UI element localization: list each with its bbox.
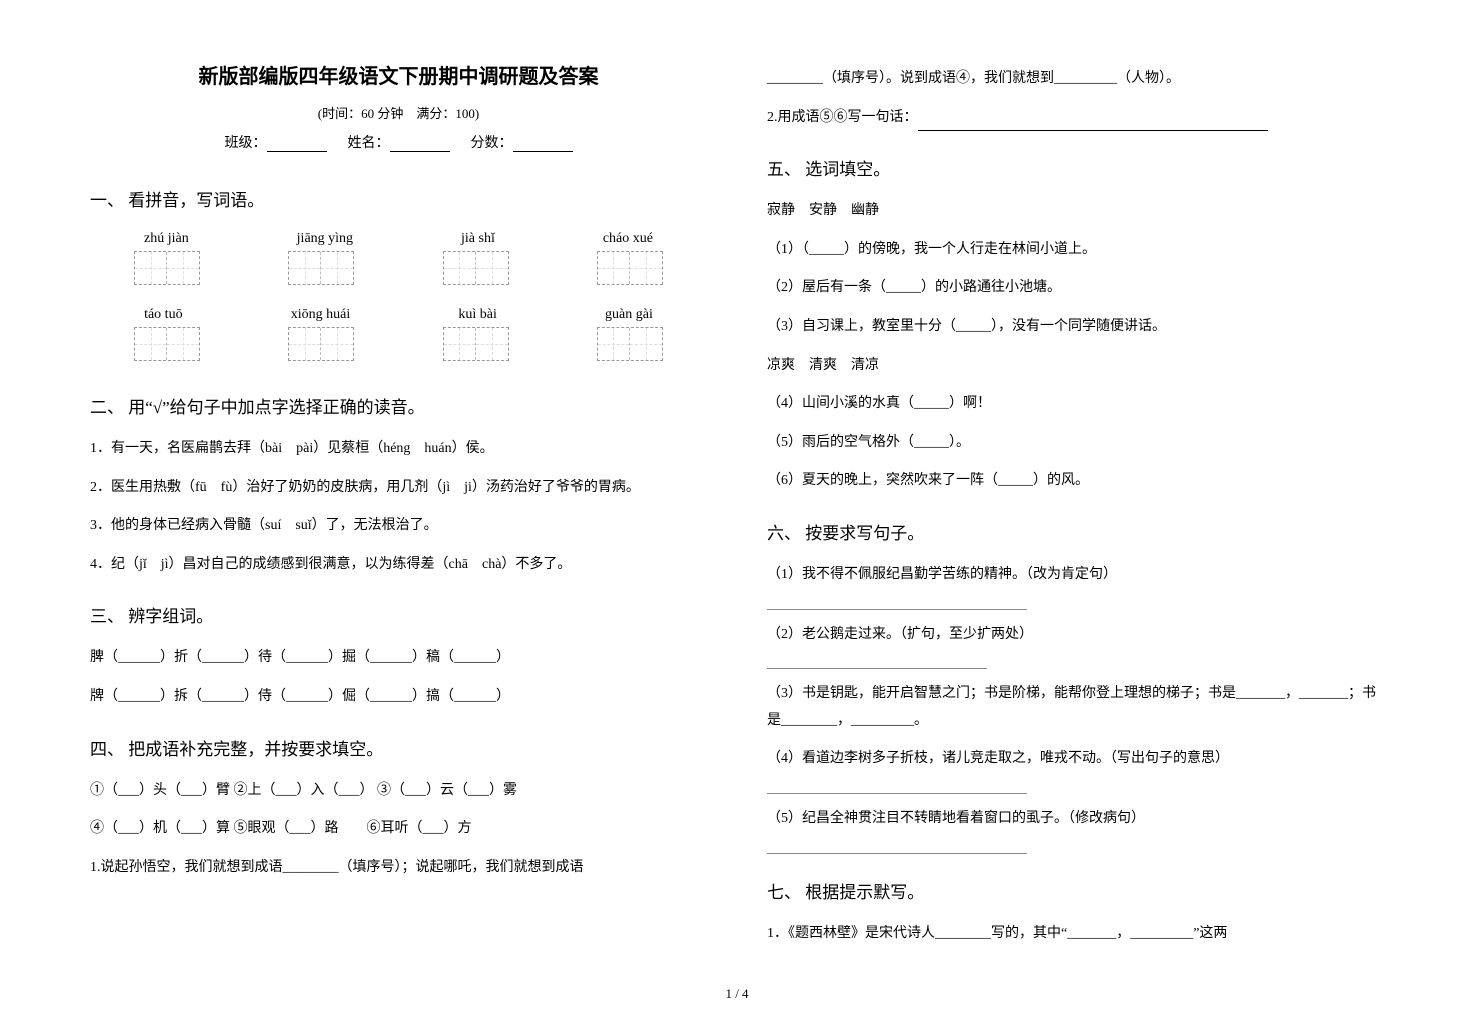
char-boxes[interactable] bbox=[288, 327, 354, 361]
sec5-group1-words: 寂静 安静 幽静 bbox=[767, 198, 1384, 225]
score-blank[interactable] bbox=[513, 137, 573, 152]
pinyin-item: kuì bài bbox=[458, 307, 497, 323]
sec5-item: （4）山间小溪的水真（_____）啊！ bbox=[767, 391, 1384, 418]
left-column: 新版部编版四年级语文下册期中调研题及答案 (时间：60 分钟 满分：100) 班… bbox=[90, 60, 707, 950]
sec1-row1-pinyin: zhú jiàn jiāng yìng jià shǐ cháo xué bbox=[90, 231, 707, 247]
sec1-row1-boxes bbox=[90, 251, 707, 285]
sec7-heading: 七、 根据提示默写。 bbox=[767, 878, 1384, 903]
sec6-item: （4）看道边李树多子折枝，诸儿竞走取之，唯戎不动。（写出句子的意思） bbox=[767, 746, 1384, 773]
sec2-item: 1．有一天，名医扁鹊去拜（bài pài）见蔡桓（héng huán）侯。 bbox=[90, 436, 707, 463]
sec5-item: （6）夏天的晚上，突然吹来了一阵（_____）的风。 bbox=[767, 468, 1384, 495]
pinyin-item: xiōng huái bbox=[291, 307, 351, 323]
sec5-heading: 五、 选词填空。 bbox=[767, 155, 1384, 180]
sec5-item: （2）屋后有一条（_____）的小路通往小池塘。 bbox=[767, 275, 1384, 302]
page-title: 新版部编版四年级语文下册期中调研题及答案 bbox=[90, 60, 707, 89]
sec2-item: 2．医生用热敷（fū fù）治好了奶奶的皮肤病，用几剂（jì ji）汤药治好了爷… bbox=[90, 475, 707, 502]
pinyin-item: cháo xué bbox=[603, 231, 653, 247]
sec4-q2-label: 2.用成语⑤⑥写一句话： bbox=[767, 110, 918, 125]
sec6-item: （2）老公鹅走过来。（扩句，至少扩两处） bbox=[767, 622, 1384, 649]
meta-line: (时间：60 分钟 满分：100) bbox=[90, 103, 707, 122]
sec5-group2-words: 凉爽 清爽 清凉 bbox=[767, 353, 1384, 380]
sec6-item: （1）我不得不佩服纪昌勤学苦练的精神。（改为肯定句） bbox=[767, 562, 1384, 589]
char-boxes[interactable] bbox=[443, 251, 509, 285]
char-boxes[interactable] bbox=[443, 327, 509, 361]
sec7-q1: 1．《题西林壁》是宋代诗人________写的，其中“_______，_____… bbox=[767, 921, 1384, 948]
sec4-line2: ④（___）机（___）算 ⑤眼观（___）路 ⑥耳听（___）方 bbox=[90, 816, 707, 843]
sec6-item: （5）纪昌全神贯注目不转睛地看着窗口的虱子。（修改病句） bbox=[767, 806, 1384, 833]
char-boxes[interactable] bbox=[288, 251, 354, 285]
sec3-heading: 三、 辨字组词。 bbox=[90, 602, 707, 627]
pinyin-item: guàn gài bbox=[605, 307, 653, 323]
sec3-line2: 牌（______）拆（______）侍（______）倔（______）搞（__… bbox=[90, 684, 707, 711]
class-blank[interactable] bbox=[267, 137, 327, 152]
pinyin-item: jià shǐ bbox=[461, 231, 495, 247]
sec1-row2-boxes bbox=[90, 327, 707, 361]
answer-line[interactable] bbox=[767, 793, 1027, 794]
pinyin-item: táo tuō bbox=[144, 307, 183, 323]
pinyin-item: zhú jiàn bbox=[144, 231, 189, 247]
sec1-row2-pinyin: táo tuō xiōng huái kuì bài guàn gài bbox=[90, 307, 707, 323]
sec6-heading: 六、 按要求写句子。 bbox=[767, 519, 1384, 544]
answer-line[interactable] bbox=[767, 609, 1027, 610]
sec4-heading: 四、 把成语补充完整，并按要求填空。 bbox=[90, 735, 707, 760]
sec4-q2: 2.用成语⑤⑥写一句话： bbox=[767, 105, 1384, 132]
char-boxes[interactable] bbox=[597, 327, 663, 361]
sec3-line1: 脾（______）折（______）待（______）掘（______）稿（__… bbox=[90, 645, 707, 672]
sec2-heading: 二、 用“√”给句子中加点字选择正确的读音。 bbox=[90, 393, 707, 418]
name-label: 姓名： bbox=[348, 136, 390, 151]
pinyin-item: jiāng yìng bbox=[297, 231, 353, 247]
info-line: 班级： 姓名： 分数： bbox=[90, 132, 707, 152]
sec4-line1: ①（___）头（___）臂 ②上（___）入（___） ③（___）云（___）… bbox=[90, 778, 707, 805]
char-boxes[interactable] bbox=[134, 327, 200, 361]
answer-line[interactable] bbox=[767, 668, 987, 669]
right-column: ________（填序号）。说到成语④，我们就想到_________（人物）。 … bbox=[767, 60, 1384, 950]
char-boxes[interactable] bbox=[134, 251, 200, 285]
name-blank[interactable] bbox=[390, 137, 450, 152]
sec2-item: 3．他的身体已经病入骨髓（suí suǐ）了，无法根治了。 bbox=[90, 513, 707, 540]
answer-line[interactable] bbox=[767, 853, 1027, 854]
sec4-q2-blank[interactable] bbox=[918, 116, 1268, 131]
sec2-item: 4．纪（jǐ jì）昌对自己的成绩感到很满意，以为练得差（chā chà）不多了… bbox=[90, 552, 707, 579]
page-number: 1 / 4 bbox=[0, 986, 1474, 1002]
char-boxes[interactable] bbox=[597, 251, 663, 285]
class-label: 班级： bbox=[225, 136, 267, 151]
sec1-heading: 一、 看拼音，写词语。 bbox=[90, 186, 707, 211]
sec4-q1b: ________（填序号）。说到成语④，我们就想到_________（人物）。 bbox=[767, 66, 1384, 93]
sec4-q1a: 1.说起孙悟空，我们就想到成语________（填序号）；说起哪吒，我们就想到成… bbox=[90, 855, 707, 882]
sec6-item: （3）书是钥匙，能开启智慧之门；书是阶梯，能帮你登上理想的梯子；书是______… bbox=[767, 681, 1384, 734]
sec5-item: （1）（_____）的傍晚，我一个人行走在林间小道上。 bbox=[767, 237, 1384, 264]
sec5-item: （5）雨后的空气格外（_____）。 bbox=[767, 430, 1384, 457]
sec5-item: （3）自习课上，教室里十分（_____），没有一个同学随便讲话。 bbox=[767, 314, 1384, 341]
score-label: 分数： bbox=[471, 136, 513, 151]
